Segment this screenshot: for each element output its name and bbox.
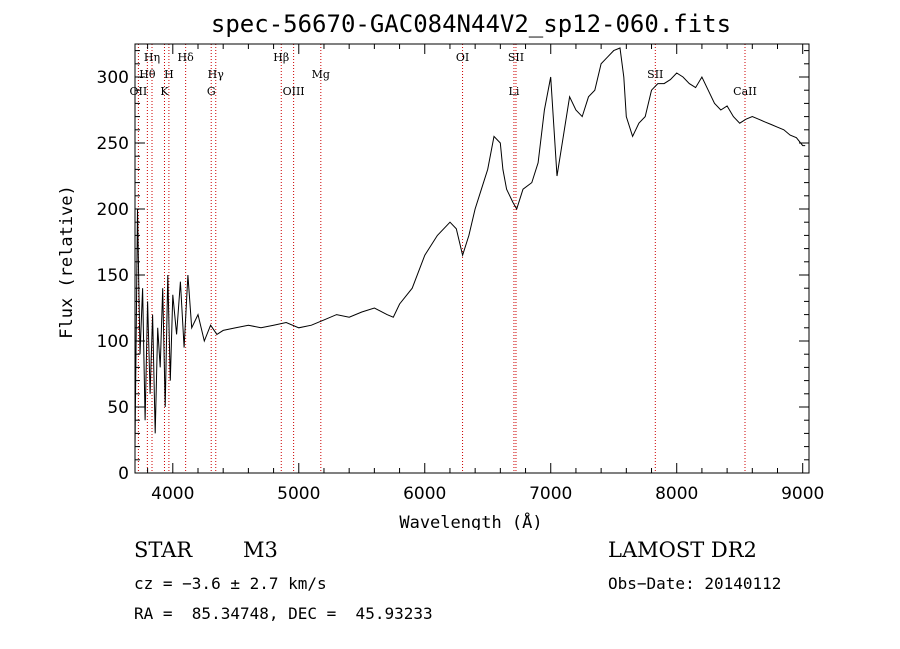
spectral-line-label: SII	[647, 68, 663, 81]
spectral-line-label: K	[160, 85, 169, 98]
spectral-line-label: H	[164, 68, 174, 81]
spectral-line-label: OIII	[283, 85, 305, 98]
spectral-line-markers: OII Hθ Hη KH Hδ G Hγ Hβ OIII Mg OI Li SII SII CaII	[130, 44, 757, 473]
y-axis-ticks: 0 50 100 150 200 250 300	[97, 50, 809, 484]
y-tick-label: 0	[118, 464, 129, 484]
x-axis-ticks: 4000 5000 6000 7000 8000 9000	[147, 44, 824, 504]
x-tick-label: 7000	[529, 484, 572, 504]
y-tick-label: 150	[97, 266, 129, 286]
x-axis-title: Wavelength (Å)	[399, 511, 542, 530]
spectrum-series	[134, 47, 806, 447]
y-tick-label: 250	[97, 134, 129, 154]
x-tick-label: 5000	[277, 484, 320, 504]
x-tick-label: 9000	[781, 484, 824, 504]
plot-frame	[134, 43, 810, 474]
spectral-line-label: G	[207, 85, 216, 98]
redshift-velocity: cz = −3.6 ± 2.7 km/s	[134, 574, 327, 593]
spectral-line-label: OI	[456, 51, 469, 64]
spectrum-line	[134, 47, 806, 447]
y-tick-label: 300	[97, 68, 129, 88]
observation-date: Obs−Date: 20140112	[608, 574, 782, 593]
y-axis-title: Flux (relative)	[57, 185, 77, 339]
spectral-line-label: Hθ	[139, 68, 156, 81]
y-tick-label: 200	[97, 200, 129, 220]
y-tick-label: 100	[97, 332, 129, 352]
y-tick-label: 50	[107, 398, 129, 418]
spectral-line-label: CaII	[733, 85, 757, 98]
spectral-line-label: SII	[508, 51, 524, 64]
spectral-line-label: Mg	[312, 68, 330, 81]
object-class: STAR	[134, 538, 193, 562]
survey-name: LAMOST DR2	[608, 538, 757, 562]
spectral-line-label: Hβ	[273, 51, 289, 64]
spectral-line-label: OII	[130, 85, 148, 98]
coordinates: RA = 85.34748, DEC = 45.93233	[134, 604, 433, 623]
x-tick-label: 4000	[151, 484, 194, 504]
x-tick-label: 6000	[403, 484, 446, 504]
spectral-line-label: Hγ	[208, 68, 225, 81]
chart-title: spec-56670-GAC084N44V2_sp12-060.fits	[211, 10, 731, 38]
spectral-line-label: Hδ	[178, 51, 195, 64]
spectral-line-label: Li	[509, 85, 520, 98]
x-tick-label: 8000	[655, 484, 698, 504]
spectral-line-label: Hη	[144, 51, 160, 64]
spectrum-chart: spec-56670-GAC084N44V2_sp12-060.fits OII…	[57, 10, 824, 530]
object-subclass: M3	[243, 538, 278, 562]
